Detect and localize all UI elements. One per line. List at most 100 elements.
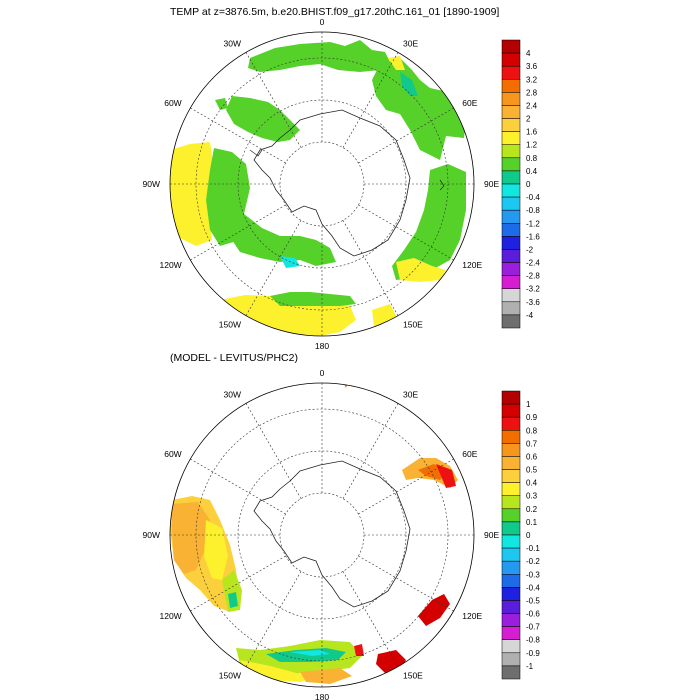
colorbar-tick-label: -1: [526, 662, 534, 671]
top-map: [170, 32, 474, 336]
colorbar-swatch: [501, 534, 521, 549]
meridian-line: [342, 403, 399, 499]
longitude-label: 30E: [403, 39, 418, 49]
longitude-label: 60E: [462, 98, 477, 108]
colorbar-swatch: [501, 639, 521, 654]
longitude-label: 60W: [164, 98, 181, 108]
colorbar-swatch: [501, 560, 521, 575]
colorbar-swatch: [501, 157, 521, 172]
meridian-line: [358, 555, 454, 612]
colorbar-tick-label: -3.6: [526, 298, 540, 307]
colorbar-swatch: [501, 665, 521, 680]
longitude-label: 180: [315, 341, 329, 351]
colorbar-tick-label: 0.1: [526, 518, 538, 527]
longitude-label: 90W: [143, 530, 160, 540]
colorbar-tick-label: 0.8: [526, 154, 538, 163]
colorbar-tick-label: 1: [526, 400, 531, 409]
colorbar-swatch: [501, 495, 521, 510]
colorbar-tick-label: -0.7: [526, 623, 540, 632]
top-map-boundary: [169, 31, 475, 337]
bottom-meridians: [170, 383, 474, 687]
longitude-label: 120E: [462, 260, 482, 270]
colorbar-tick-label: -1.6: [526, 232, 540, 241]
longitude-label: 0: [320, 17, 325, 27]
colorbar-swatch: [501, 183, 521, 198]
colorbar-tick-label: -0.4: [526, 583, 540, 592]
colorbar-tick-label: 0: [526, 531, 531, 540]
colorbar-tick-label: 0.2: [526, 505, 538, 514]
longitude-label: 150W: [219, 319, 241, 329]
colorbar-tick-label: 2: [526, 115, 531, 124]
colorbar-tick-label: 0.5: [526, 466, 538, 475]
colorbar-swatch: [501, 314, 521, 329]
colorbar-swatch: [501, 209, 521, 224]
colorbar-tick-label: 1.2: [526, 141, 538, 150]
colorbar-swatch: [501, 39, 521, 54]
colorbar-tick-label: -0.2: [526, 557, 540, 566]
colorbar-tick-label: -1.2: [526, 219, 540, 228]
longitude-label: 60E: [462, 449, 477, 459]
longitude-label: 120E: [462, 611, 482, 621]
colorbar-swatch: [501, 443, 521, 457]
colorbar-tick-label: 3.6: [526, 62, 538, 71]
colorbar-swatch: [501, 170, 521, 185]
colorbar-swatch: [501, 574, 521, 588]
bottom-colorbar: 1 0.9 0.8 0.7 0.6 0.5 0.4 0.3 0.2 0.1 0 -0.1 -0.2 -0.…: [501, 390, 540, 680]
colorbar-tick-label: -2.4: [526, 259, 540, 268]
top-longitude-labels: 0 30E 60E 90E 120E 150E 180 150W 120W 90W 60W 30W: [143, 17, 500, 351]
colorbar-swatch: [501, 430, 521, 444]
top-meridians: [170, 32, 474, 336]
colorbar-swatch: [501, 482, 521, 496]
longitude-label: 150E: [403, 319, 423, 329]
colorbar-tick-label: 0: [526, 180, 531, 189]
colorbar-swatch: [501, 236, 521, 250]
colorbar-tick-label: -2.8: [526, 272, 540, 281]
colorbar-swatch: [501, 587, 521, 601]
longitude-label: 30W: [224, 39, 241, 49]
longitude-label: 90E: [484, 179, 499, 189]
colorbar-swatch: [501, 262, 521, 276]
bottom-longitude-labels: 0 30E 60E 90E 120E 150E 180 150W 120W 90W 60W 30W: [143, 368, 500, 700]
colorbar-tick-label: 0.8: [526, 426, 538, 435]
longitude-label: 30E: [403, 390, 418, 400]
colorbar-tick-label: -0.8: [526, 206, 540, 215]
colorbar-swatch: [501, 249, 521, 263]
colorbar-tick-label: -0.9: [526, 649, 540, 658]
colorbar-tick-label: 3.2: [526, 75, 538, 84]
colorbar-swatch: [501, 65, 521, 80]
colorbar-swatch: [501, 144, 521, 159]
colorbar-tick-label: -0.3: [526, 570, 540, 579]
colorbar-tick-label: 0.7: [526, 439, 538, 448]
colorbar-swatch: [501, 223, 521, 237]
colorbar-swatch: [501, 301, 521, 316]
colorbar-swatch: [501, 275, 521, 289]
colorbar-tick-label: -0.1: [526, 544, 540, 553]
bottom-latitude-circles: [195, 408, 449, 662]
colorbar-tick-label: -0.4: [526, 193, 540, 202]
top-colorbar: 4 3.6 3.2 2.8 2.4 2 1.6 1.2 0.8 0.4 0 -0.4 -0.8 -1.2 -…: [501, 39, 540, 329]
colorbar-swatch: [501, 52, 521, 67]
colorbar-swatch: [501, 196, 521, 211]
longitude-label: 180: [315, 692, 329, 700]
colorbar-swatch: [501, 105, 521, 119]
colorbar-swatch: [501, 626, 521, 640]
colorbar-swatch: [501, 288, 521, 303]
colorbar-tick-label: 0.6: [526, 452, 538, 461]
bottom-panel-title: (MODEL - LEVITUS/PHC2): [170, 352, 298, 364]
colorbar-tick-label: -0.5: [526, 596, 540, 605]
longitude-label: 150W: [219, 670, 241, 680]
colorbar-swatch: [501, 613, 521, 627]
bottom-antarctica-coastline: [253, 460, 411, 608]
colorbar-tick-label: 1.6: [526, 128, 538, 137]
longitude-label: 120W: [159, 611, 181, 621]
bottom-difference-field: [170, 383, 458, 684]
colorbar-tick-label: 0.4: [526, 167, 538, 176]
longitude-label: 60W: [164, 449, 181, 459]
colorbar-tick-label: 0.4: [526, 479, 538, 488]
colorbar-swatch: [501, 131, 521, 145]
meridian-line: [358, 458, 454, 515]
colorbar-tick-label: -4: [526, 311, 534, 320]
colorbar-swatch: [501, 390, 521, 405]
colorbar-swatch: [501, 547, 521, 562]
